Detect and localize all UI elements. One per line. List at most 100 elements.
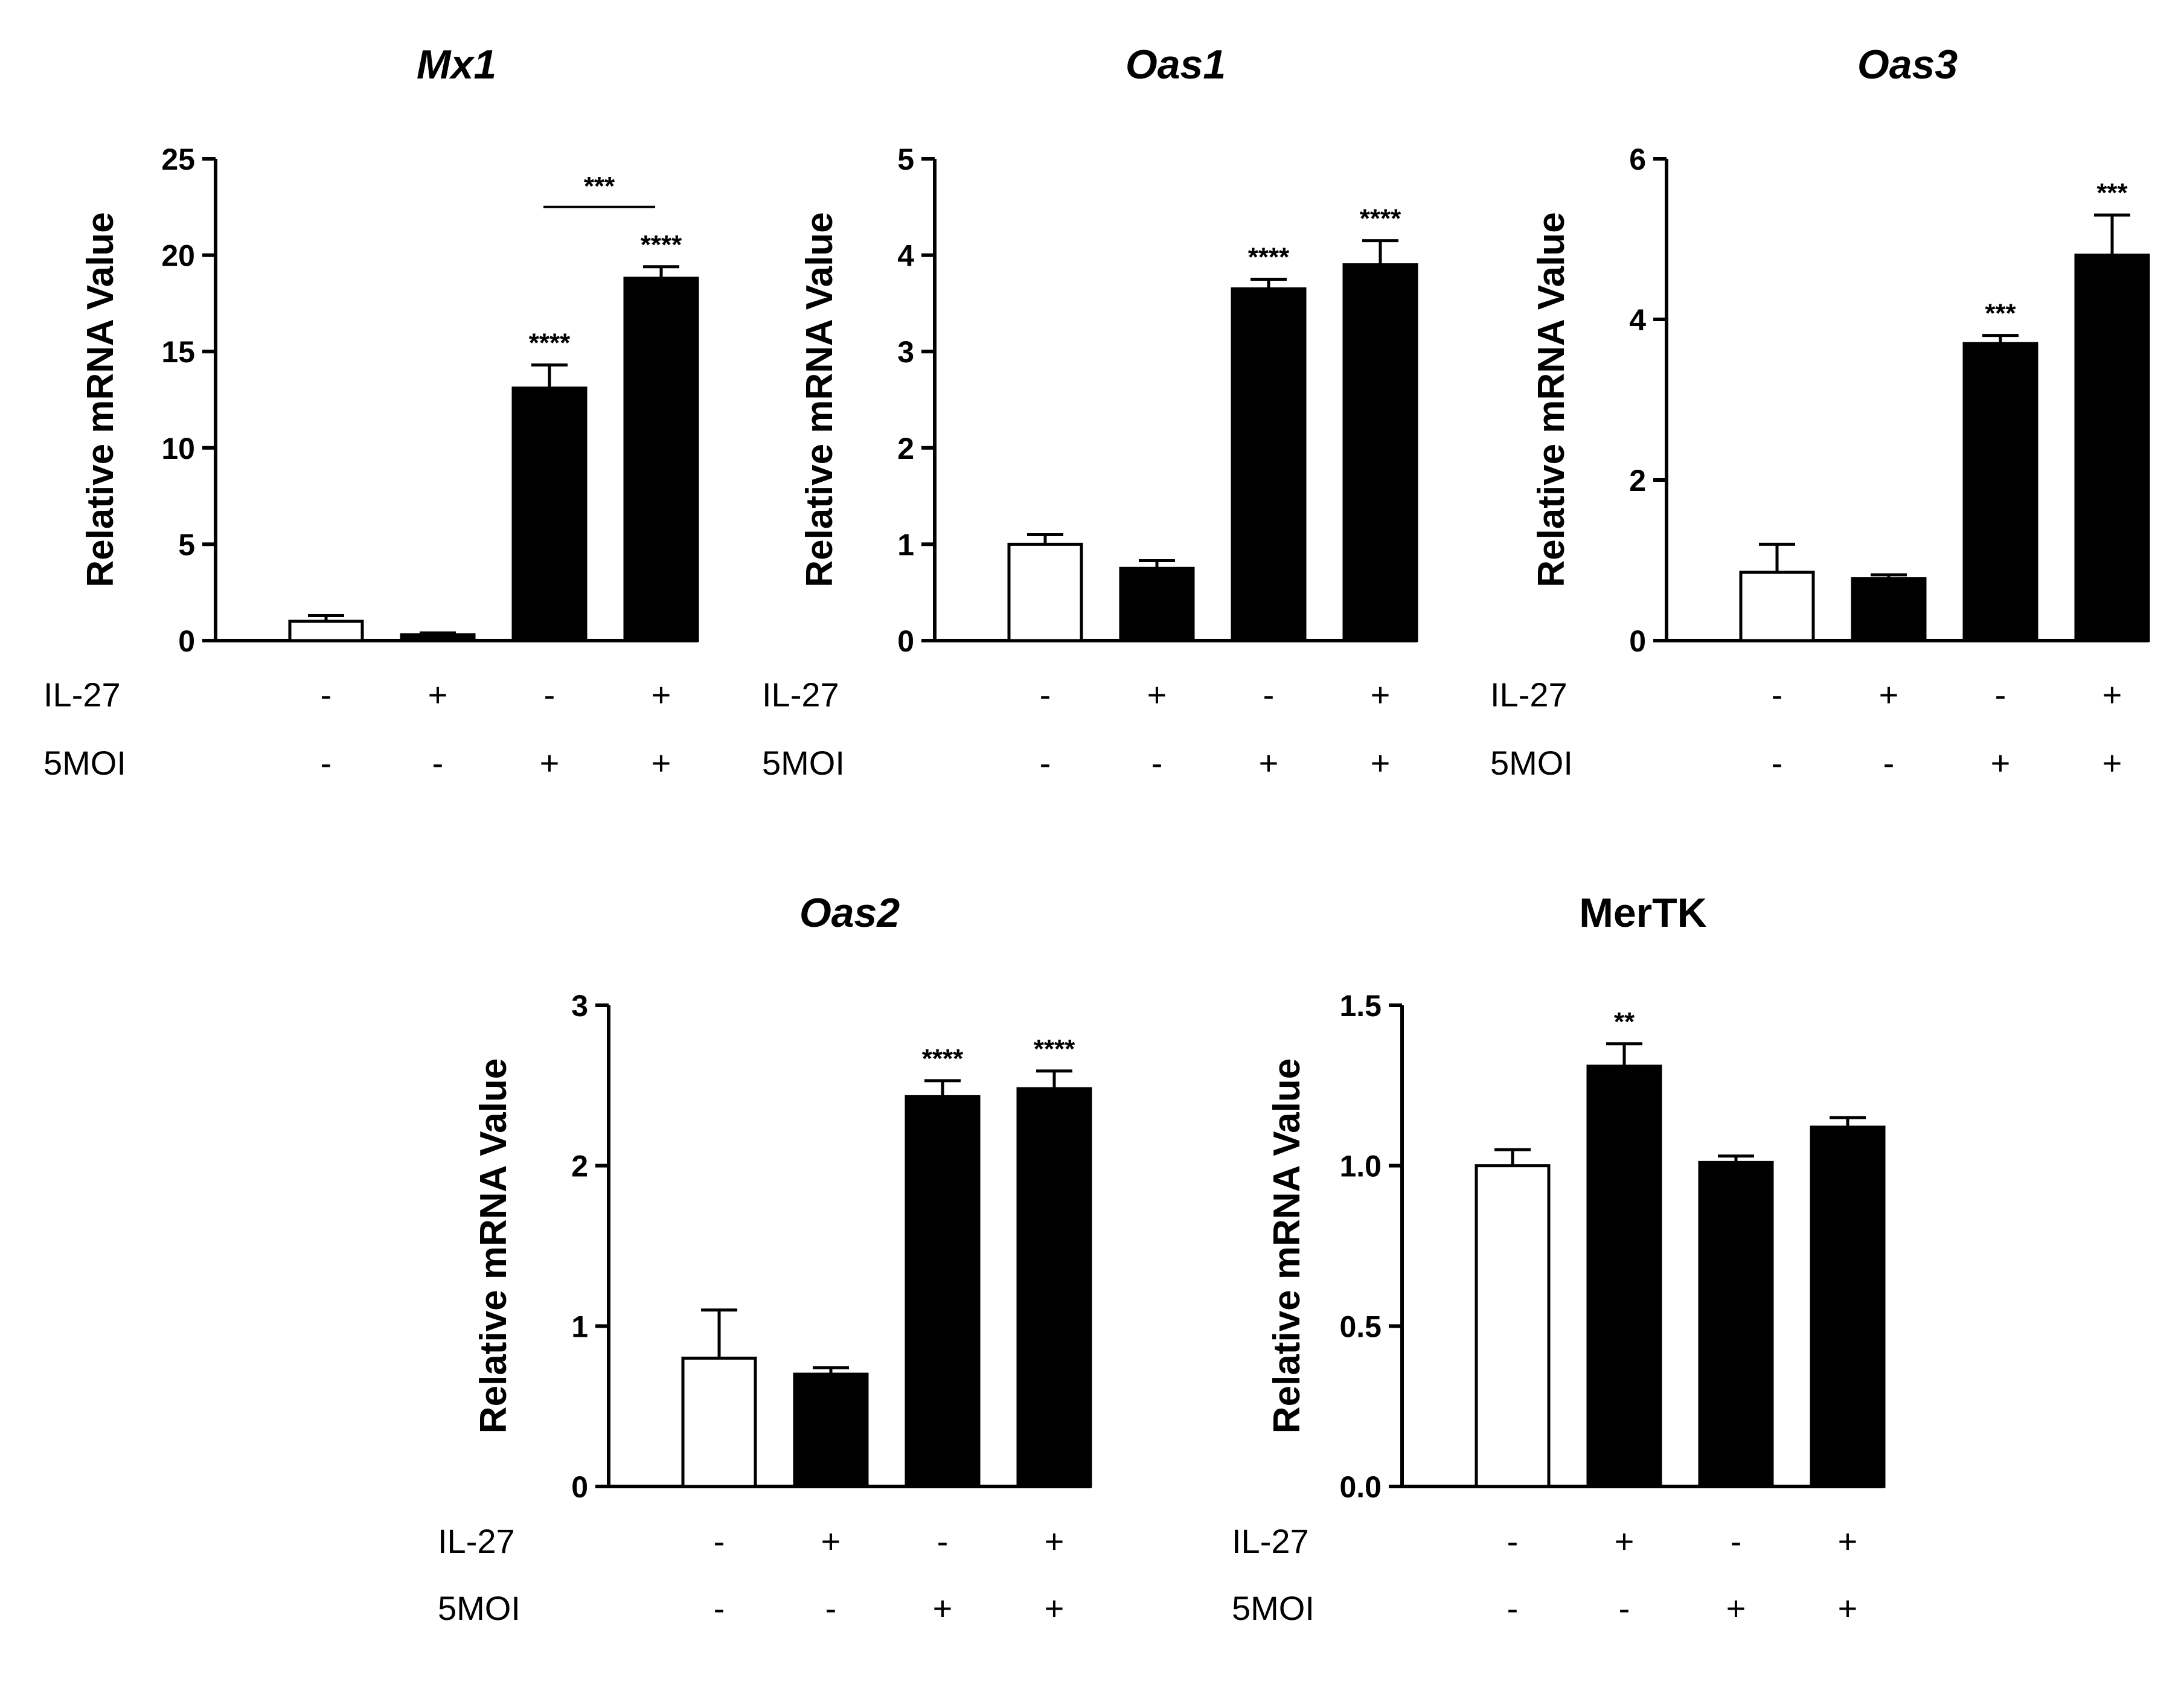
y-tick-label: 5 bbox=[178, 528, 195, 562]
condition-value: - bbox=[544, 676, 556, 714]
chart-panel-mertk: MerTK Relative mRNA Value 0.0 0.5 1.0 1.5 ** IL… bbox=[1232, 890, 1886, 1627]
condition-value: - bbox=[1040, 744, 1051, 782]
condition-value: - bbox=[1731, 1522, 1742, 1560]
condition-value: + bbox=[1147, 676, 1167, 714]
condition-value: - bbox=[714, 1589, 725, 1627]
condition-value: - bbox=[1507, 1522, 1519, 1560]
significance-label: **** bbox=[1248, 243, 1290, 272]
condition-label-5moi: 5MOI bbox=[1490, 744, 1573, 782]
y-tick-label: 5 bbox=[897, 142, 914, 176]
y-tick-label: 1.0 bbox=[1339, 1150, 1382, 1183]
bar-4 bbox=[1016, 1087, 1092, 1488]
bar-4 bbox=[623, 277, 699, 642]
chart-title: Oas2 bbox=[799, 890, 900, 936]
y-tick-label: 20 bbox=[161, 239, 195, 273]
y-tick-label: 0 bbox=[897, 624, 914, 658]
condition-value: - bbox=[1151, 744, 1163, 782]
bar-1 bbox=[1007, 542, 1083, 642]
y-axis-label: Relative mRNA Value bbox=[1531, 212, 1572, 587]
condition-label-il-27: IL-27 bbox=[1490, 676, 1568, 714]
y-tick-label: 0.0 bbox=[1339, 1470, 1382, 1504]
bar-2 bbox=[1586, 1064, 1662, 1488]
condition-value: + bbox=[1371, 676, 1391, 714]
condition-value: - bbox=[1883, 744, 1895, 782]
y-axis-label: Relative mRNA Value bbox=[1266, 1058, 1308, 1433]
bar-3 bbox=[905, 1095, 981, 1488]
condition-value: + bbox=[652, 676, 671, 714]
significance-label: ** bbox=[1614, 1007, 1635, 1037]
condition-value: + bbox=[1045, 1589, 1065, 1627]
bar-1 bbox=[681, 1356, 757, 1488]
y-axis-label: Relative mRNA Value bbox=[799, 212, 841, 587]
bar-1 bbox=[288, 619, 364, 642]
condition-value: + bbox=[1615, 1522, 1635, 1560]
significance-label: **** bbox=[641, 230, 682, 260]
condition-value: - bbox=[825, 1589, 837, 1627]
condition-value: - bbox=[937, 1522, 949, 1560]
y-tick-label: 0 bbox=[571, 1470, 588, 1504]
y-tick-label: 10 bbox=[161, 432, 195, 466]
condition-label-il-27: IL-27 bbox=[438, 1522, 515, 1560]
y-tick-label: 6 bbox=[1629, 142, 1646, 176]
condition-value: + bbox=[1991, 744, 2011, 782]
condition-value: - bbox=[432, 744, 444, 782]
y-tick-label: 1 bbox=[571, 1310, 588, 1343]
condition-value: - bbox=[1507, 1589, 1519, 1627]
condition-value: + bbox=[428, 676, 448, 714]
significance-label: **** bbox=[529, 328, 571, 358]
y-tick-label: 2 bbox=[1629, 464, 1646, 498]
bar-4 bbox=[2074, 254, 2150, 642]
condition-label-5moi: 5MOI bbox=[762, 744, 845, 782]
chart-title: Oas3 bbox=[1857, 42, 1958, 88]
condition-value: - bbox=[321, 744, 332, 782]
condition-value: + bbox=[1726, 1589, 1746, 1627]
bar-4 bbox=[1342, 263, 1418, 642]
y-tick-label: 0 bbox=[1629, 624, 1646, 658]
y-tick-label: 2 bbox=[897, 432, 914, 466]
y-axis-label: Relative mRNA Value bbox=[80, 212, 121, 587]
condition-value: + bbox=[2102, 744, 2122, 782]
condition-value: + bbox=[652, 744, 671, 782]
bracket-significance-label: *** bbox=[584, 171, 615, 201]
condition-value: - bbox=[1040, 676, 1051, 714]
condition-value: + bbox=[1045, 1522, 1065, 1560]
bar-2 bbox=[793, 1372, 869, 1488]
bar-1 bbox=[1475, 1164, 1551, 1488]
condition-label-5moi: 5MOI bbox=[43, 744, 126, 782]
y-tick-label: 4 bbox=[897, 239, 914, 273]
condition-value: + bbox=[1838, 1589, 1858, 1627]
y-tick-label: 3 bbox=[571, 989, 588, 1023]
condition-value: - bbox=[1995, 676, 2006, 714]
condition-value: + bbox=[933, 1589, 953, 1627]
condition-label-5moi: 5MOI bbox=[1232, 1589, 1315, 1627]
bar-2 bbox=[1119, 566, 1195, 642]
significance-label: **** bbox=[1034, 1034, 1075, 1064]
y-tick-label: 2 bbox=[571, 1150, 588, 1183]
y-tick-label: 0 bbox=[178, 624, 195, 658]
y-tick-label: 1 bbox=[897, 528, 914, 562]
y-tick-label: 0.5 bbox=[1339, 1310, 1382, 1343]
condition-value: - bbox=[1263, 676, 1275, 714]
y-tick-label: 25 bbox=[161, 142, 195, 176]
bar-1 bbox=[1739, 571, 1815, 642]
condition-label-il-27: IL-27 bbox=[43, 676, 121, 714]
significance-label: *** bbox=[2096, 178, 2128, 208]
condition-value: + bbox=[821, 1522, 841, 1560]
y-tick-label: 3 bbox=[897, 335, 914, 369]
condition-value: - bbox=[1772, 744, 1783, 782]
condition-label-5moi: 5MOI bbox=[438, 1589, 520, 1627]
chart-panel-oas2: Oas2 Relative mRNA Value 0 1 2 3 **** **** IL-27… bbox=[438, 890, 1092, 1627]
condition-value: - bbox=[1619, 1589, 1630, 1627]
condition-label-il-27: IL-27 bbox=[762, 676, 839, 714]
condition-value: - bbox=[321, 676, 332, 714]
condition-value: + bbox=[540, 744, 560, 782]
y-tick-label: 15 bbox=[161, 335, 195, 369]
chart-panel-oas1: Oas1 Relative mRNA Value 0 1 2 3 4 5 **** **** IL-… bbox=[762, 42, 1418, 782]
bar-3 bbox=[511, 386, 588, 642]
condition-value: + bbox=[2102, 676, 2122, 714]
bar-2 bbox=[1851, 577, 1927, 642]
chart-title: Oas1 bbox=[1126, 42, 1226, 88]
y-tick-label: 1.5 bbox=[1339, 989, 1382, 1023]
